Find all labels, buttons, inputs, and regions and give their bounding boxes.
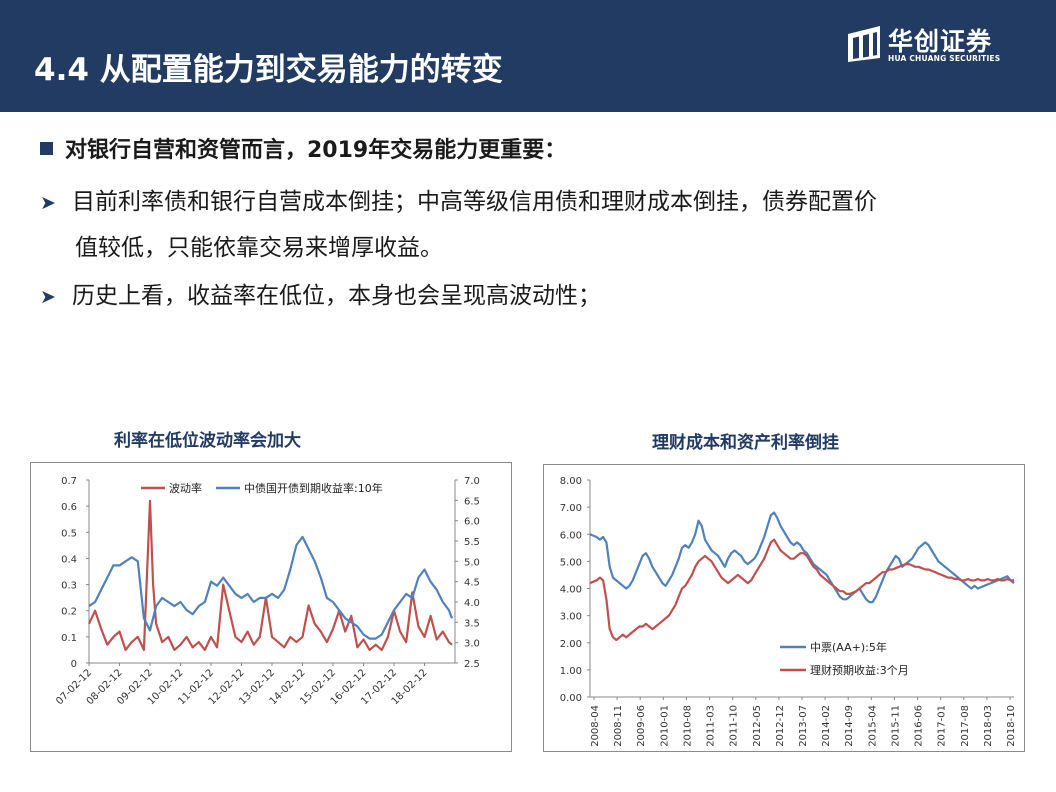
chart1-legend-label: 波动率 [169,481,202,495]
chart2-y-tick-label: 7.00 [560,503,582,514]
chart1-right-tick-label: 3.5 [464,618,480,629]
chart2-x-tick-label: 2011-03 [706,705,717,747]
chart1-left-tick-label: 0 [71,659,77,670]
chart2-y-tick-label: 6.00 [560,530,582,541]
chart1-right-tick-label: 5.5 [464,537,480,548]
chart1-left-tick-label: 0.6 [61,502,77,513]
chart2-legend-label: 中票(AA+):5年 [810,640,887,654]
chart1-right-tick-label: 4.0 [464,598,480,609]
main-bullet: 对银行自营和资管而言，2019年交易能力更重要： [40,132,566,164]
chart2-x-tick-label: 2015-04 [867,705,878,747]
chart1-plot: 0 0.1 0.2 0.3 0.4 0.5 0.6 0.7 2.5 3.0 3.5 4.0 4.5 5.0… [54,476,480,707]
chart2-x-tick-label: 2011-10 [729,705,740,747]
chart2-x-tick-label: 2010-08 [682,705,693,747]
chart2-y-tick-label: 2.00 [560,639,582,650]
square-bullet-icon [40,142,53,155]
chart1-left-tick-label: 0.5 [61,528,77,539]
chart1-series-line-volatility [88,499,453,651]
chart2-y-tick-label: 0.00 [560,693,582,704]
chart2-y-tick-label: 5.00 [560,557,582,568]
chart1-frame: 0 0.1 0.2 0.3 0.4 0.5 0.6 0.7 2.5 3.0 3.5 4.0 4.5 5.0… [30,462,512,752]
title-bar: 4.4 从配置能力到交易能力的转变 华创证券 HUA CHUANG SECURI… [0,0,1056,112]
chart2-x-tick-label: 2012-12 [775,705,786,747]
chart2-y-tick-label: 8.00 [560,476,582,487]
chart2-x-tick-label: 2013-07 [798,705,809,747]
chart2-x-tick-label: 2018-10 [1006,705,1017,747]
arrow-bullet-icon: ➤ [40,192,56,214]
arrow-bullet-icon: ➤ [40,286,56,308]
page-title: 4.4 从配置能力到交易能力的转变 [34,52,503,88]
chart1-series-line-yield [88,535,454,640]
logo-text-cn: 华创证券 [888,27,993,56]
chart2-x-tick-label: 2008-11 [613,705,624,747]
chart2-x-tick-label: 2012-05 [752,705,763,747]
chart1-left-tick-label: 0.7 [61,476,77,487]
chart1-left-tick-label: 0.1 [61,633,77,644]
chart2-x-tick-label: 2009-06 [636,705,647,747]
chart2-frame: 0.00 1.00 2.00 3.00 4.00 5.00 6.00 7.00 8.00 2008… [543,464,1025,752]
chart2-x-tick-label: 2017-08 [960,705,971,747]
chart1-legend-label: 中债国开债到期收益率:10年 [244,481,383,495]
chart1-left-tick-label: 0.2 [61,607,77,618]
chart2-x-tick-label: 2016-06 [914,705,925,747]
chart2-x-tick-label: 2008-04 [590,705,601,747]
chart1-title: 利率在低位波动率会加大 [114,431,301,451]
chart2-series-line-mtn [589,511,1015,604]
sub-bullet-1-continued: 值较低，只能依靠交易来增厚收益。 [75,228,443,262]
chart2-legend-label: 理财预期收益:3个月 [810,663,909,677]
main-bullet-text: 对银行自营和资管而言，2019年交易能力更重要： [65,138,567,163]
chart1-right-tick-label: 5.0 [464,557,480,568]
chart2-x-tick-label: 2018-03 [983,705,994,747]
sub-bullet-text: 历史上看，收益率在低位，本身也会呈现高波动性； [72,283,601,309]
chart2-y-tick-label: 4.00 [560,585,582,596]
chart2-y-tick-label: 3.00 [560,612,582,623]
chart2-x-tick-label: 2014-02 [821,705,832,747]
chart1-right-tick-label: 4.5 [464,578,480,589]
chart2-title: 理财成本和资产利率倒挂 [652,433,839,453]
logo-mark-icon [848,26,880,62]
chart2-x-tick-label: 2010-01 [659,705,670,747]
chart1-left-tick-label: 0.4 [61,554,77,565]
chart2-plot: 0.00 1.00 2.00 3.00 4.00 5.00 6.00 7.00 8.00 2008… [560,476,1017,747]
chart2-x-tick-label: 2014-09 [844,705,855,747]
chart2-y-tick-label: 1.00 [560,666,582,677]
chart1-right-tick-label: 6.5 [464,496,480,507]
sub-bullet-2: ➤ 历史上看，收益率在低位，本身也会呈现高波动性； [40,276,601,310]
sub-bullet-1: ➤ 目前利率债和银行自营成本倒挂；中高等级信用债和理财成本倒挂，债券配置价 [40,182,877,216]
chart1-right-tick-label: 7.0 [464,476,480,487]
chart1-right-tick-label: 2.5 [464,659,480,670]
company-logo: 华创证券 HUA CHUANG SECURITIES [844,22,1024,68]
chart2-series-line-wmp [589,538,1014,642]
chart1-right-tick-label: 6.0 [464,517,480,528]
chart2-x-tick-label: 2017-01 [937,705,948,747]
logo-text-en: HUA CHUANG SECURITIES [888,54,1001,63]
chart2-x-tick-label: 2015-11 [890,705,901,747]
sub-bullet-text: 目前利率债和银行自营成本倒挂；中高等级信用债和理财成本倒挂，债券配置价 [72,189,877,215]
chart1-right-tick-label: 3.0 [464,639,480,650]
sub-bullet-text: 值较低，只能依靠交易来增厚收益。 [75,235,443,261]
chart1-left-tick-label: 0.3 [61,581,77,592]
